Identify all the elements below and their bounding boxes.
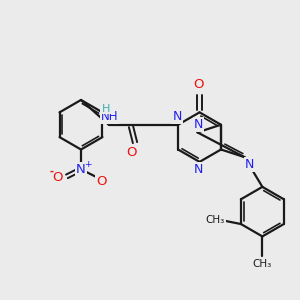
Text: CH₃: CH₃ [206, 215, 225, 225]
Text: O: O [193, 78, 204, 91]
Text: N: N [194, 163, 203, 176]
Text: N: N [76, 163, 86, 176]
Text: O: O [52, 171, 62, 184]
Text: N: N [194, 118, 203, 131]
Text: O: O [97, 175, 107, 188]
Text: H: H [102, 104, 110, 114]
Text: N: N [172, 110, 182, 123]
Text: O: O [126, 146, 137, 159]
Text: NH: NH [101, 110, 118, 123]
Text: N: N [245, 158, 254, 171]
Text: -: - [49, 166, 53, 176]
Text: +: + [84, 160, 92, 169]
Text: CH₃: CH₃ [253, 259, 272, 269]
